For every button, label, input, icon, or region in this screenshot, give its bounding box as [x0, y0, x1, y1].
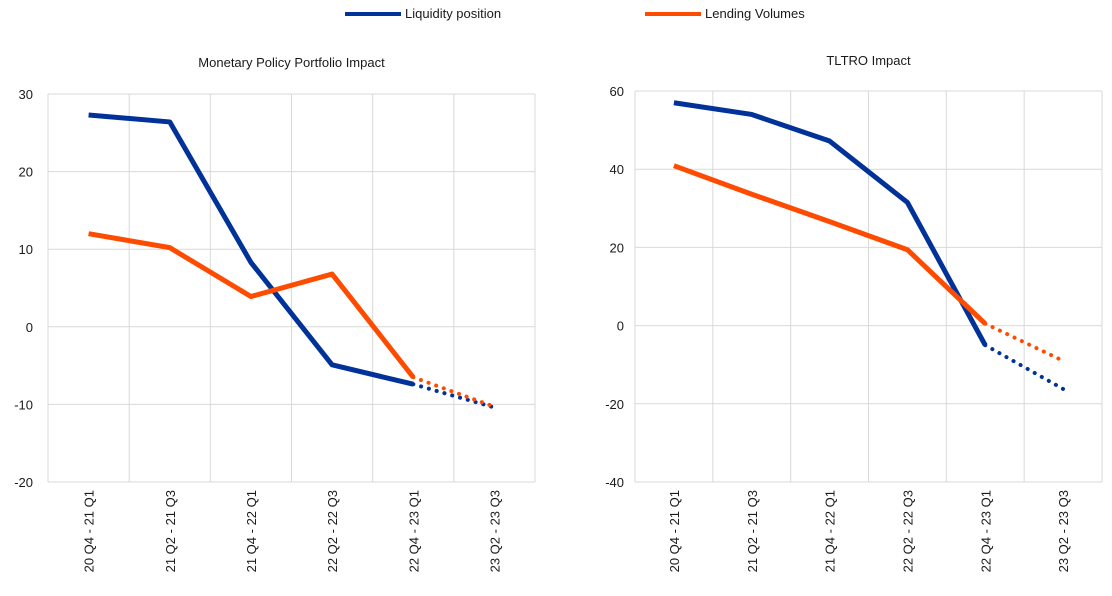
- y-tick-label: -40: [605, 475, 624, 490]
- y-tick-label: -20: [605, 397, 624, 412]
- y-tick-label: 0: [26, 320, 33, 335]
- x-tick-label: 21 Q4 - 22 Q1: [823, 490, 838, 572]
- series-forecast-liquidity-position: [411, 382, 497, 410]
- series-line-lending-volumes: [673, 163, 987, 326]
- x-tick-label: 20 Q4 - 21 Q1: [667, 490, 682, 572]
- x-tick-label: 21 Q2 - 21 Q3: [745, 490, 760, 572]
- x-tick-label: 23 Q2 - 23 Q3: [1056, 490, 1071, 572]
- x-tick-label: 23 Q2 - 23 Q3: [487, 490, 502, 572]
- y-tick-label: -20: [14, 475, 33, 490]
- x-tick-label: 21 Q4 - 22 Q1: [244, 490, 259, 572]
- chart-title: Monetary Policy Portfolio Impact: [198, 55, 385, 70]
- series-forecast-liquidity-position: [983, 343, 1066, 391]
- y-tick-label: 0: [617, 319, 624, 334]
- x-tick-label: 20 Q4 - 21 Q1: [82, 490, 97, 572]
- x-tick-label: 22 Q4 - 23 Q1: [978, 490, 993, 572]
- y-tick-label: 10: [19, 242, 33, 257]
- x-tick-label: 22 Q4 - 23 Q1: [406, 490, 421, 572]
- chart-title: TLTRO Impact: [826, 53, 911, 68]
- chart-legend: Liquidity position Lending Volumes: [0, 0, 1112, 30]
- series-forecast-lending-volumes: [411, 375, 497, 409]
- series-line-lending-volumes: [88, 231, 416, 379]
- legend-label-liquidity: Liquidity position: [405, 6, 502, 21]
- tltro-impact-chart: TLTRO Impact -40 -20 0 20 40 60 20 Q4 - 21 Q1 21…: [605, 53, 1103, 572]
- legend-label-lending: Lending Volumes: [705, 6, 805, 21]
- y-tick-label: 20: [19, 165, 33, 180]
- legend-item-liquidity: Liquidity position: [345, 6, 501, 21]
- y-tick-label: 40: [610, 162, 624, 177]
- series-forecast-lending-volumes: [983, 321, 1066, 363]
- y-tick-label: 20: [610, 240, 624, 255]
- legend-swatch-liquidity: [345, 11, 401, 16]
- x-tick-label: 22 Q2 - 22 Q3: [325, 490, 340, 572]
- x-tick-label: 21 Q2 - 21 Q3: [163, 490, 178, 572]
- x-tick-label: 22 Q2 - 22 Q3: [900, 490, 915, 572]
- legend-swatch-lending: [645, 11, 701, 16]
- y-tick-label: 60: [610, 84, 624, 99]
- y-tick-label: -10: [14, 397, 33, 412]
- legend-item-lending: Lending Volumes: [645, 6, 805, 21]
- y-tick-label: 30: [19, 87, 33, 102]
- monetary-policy-portfolio-chart: Monetary Policy Portfolio Impact -20 -10 0 1…: [14, 55, 536, 572]
